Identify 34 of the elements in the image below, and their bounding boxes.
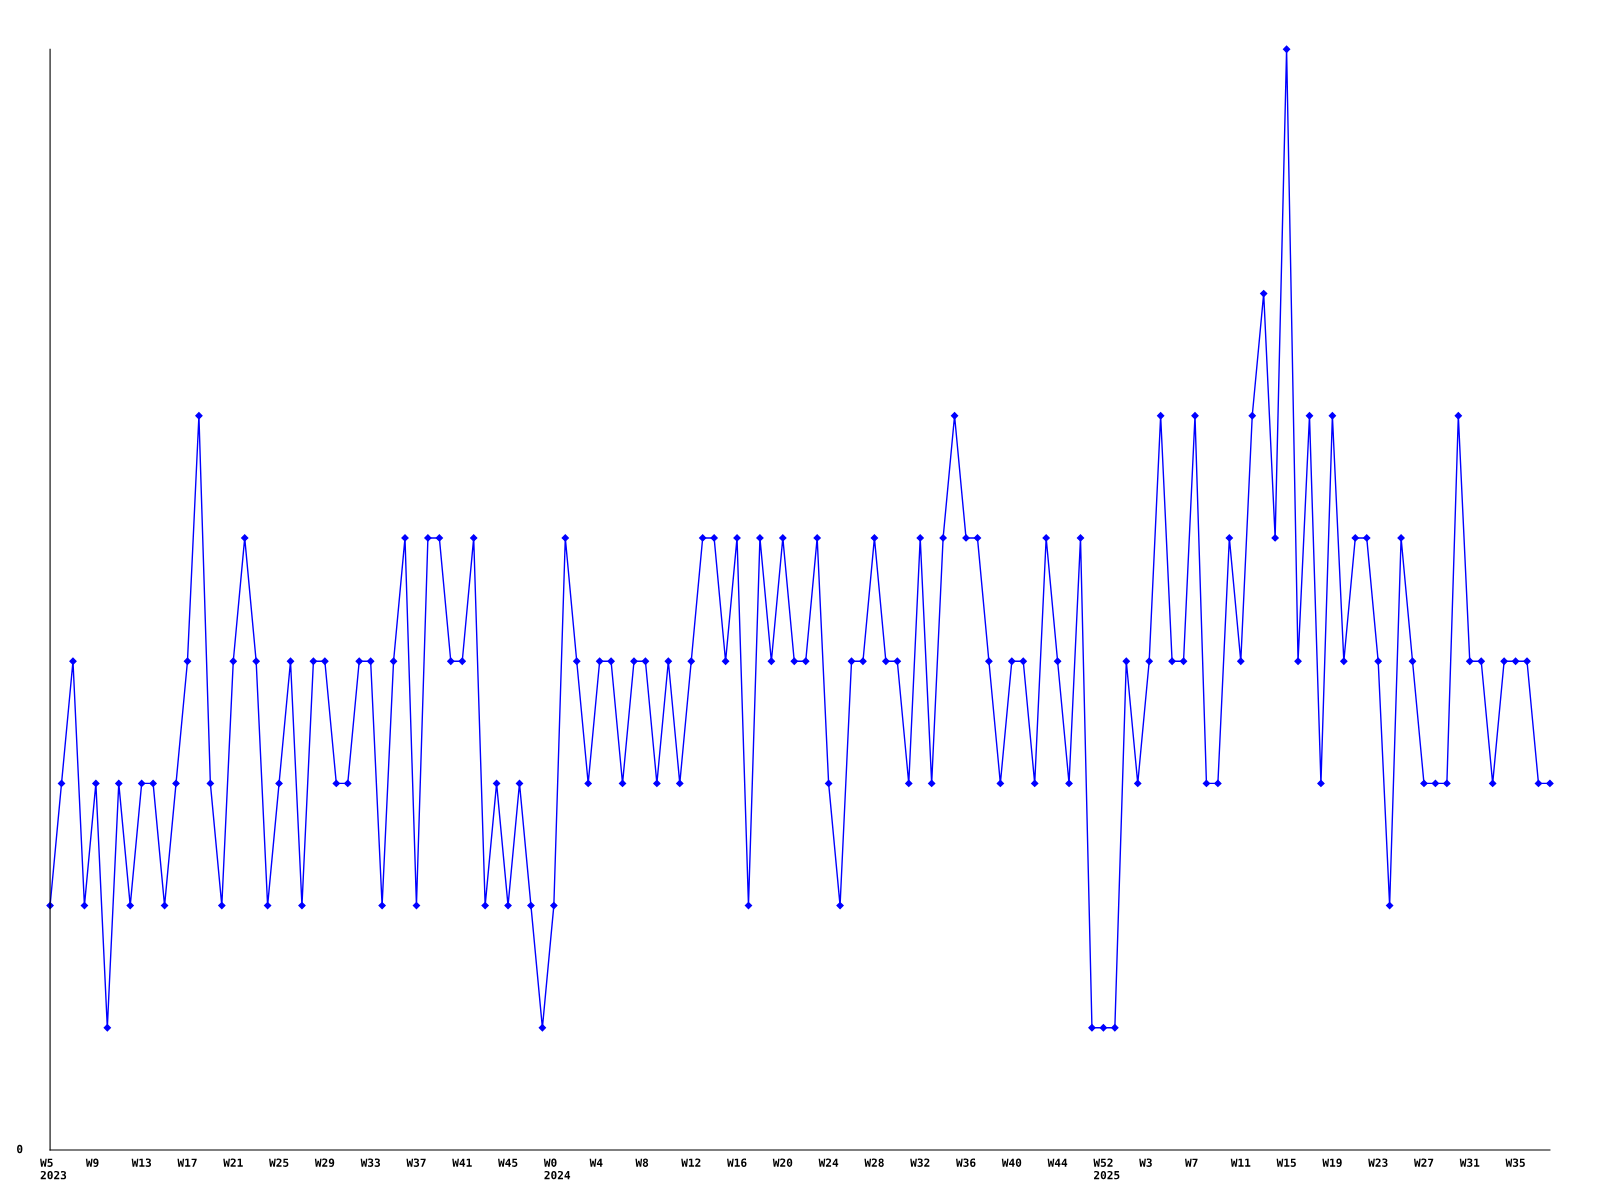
x-tick-label: W27 — [1413, 1158, 1434, 1167]
x-tick-label: W16 — [727, 1158, 747, 1167]
x-tick-label: W52 2025 — [1093, 1158, 1120, 1180]
x-tick-label: W25 — [269, 1158, 289, 1167]
x-tick-label: W21 — [223, 1158, 243, 1167]
x-tick-label: W29 — [314, 1158, 335, 1167]
x-tick-label: W20 — [772, 1158, 793, 1167]
x-tick-label: W23 — [1368, 1158, 1388, 1167]
x-tick-label: W17 — [177, 1158, 197, 1167]
x-tick-label: W3 — [1139, 1158, 1152, 1167]
x-tick-label: W11 — [1230, 1158, 1251, 1167]
x-tick-label: W15 — [1276, 1158, 1296, 1167]
x-tick-label: W37 — [406, 1158, 426, 1167]
x-tick-label: W13 — [131, 1158, 152, 1167]
x-tick-label: W5 2023 — [40, 1158, 67, 1180]
x-tick-label: W36 — [956, 1158, 976, 1167]
x-tick-label: W41 — [452, 1158, 472, 1167]
x-tick-label: W31 — [1459, 1158, 1480, 1167]
x-tick-label: W35 — [1505, 1158, 1525, 1167]
x-tick-label: W4 — [589, 1158, 603, 1167]
x-tick-label: W44 — [1047, 1158, 1068, 1167]
x-tick-label: W12 — [681, 1158, 701, 1167]
x-tick-label: W7 — [1185, 1158, 1198, 1167]
x-tick-label: W9 — [85, 1158, 99, 1167]
x-tick-label: W45 — [498, 1158, 518, 1167]
x-tick-label: W28 — [864, 1158, 884, 1167]
text: 0 — [17, 1144, 23, 1154]
x-tick-label: W32 — [910, 1158, 930, 1167]
x-tick-label: W8 — [635, 1158, 649, 1167]
x-tick-label: W33 — [360, 1158, 380, 1167]
x-tick-label: W40 — [1001, 1158, 1022, 1167]
x-tick-label: W0 2024 — [543, 1158, 571, 1180]
x-tick-label: W24 — [818, 1158, 839, 1167]
x-tick-label: W19 — [1322, 1158, 1342, 1167]
